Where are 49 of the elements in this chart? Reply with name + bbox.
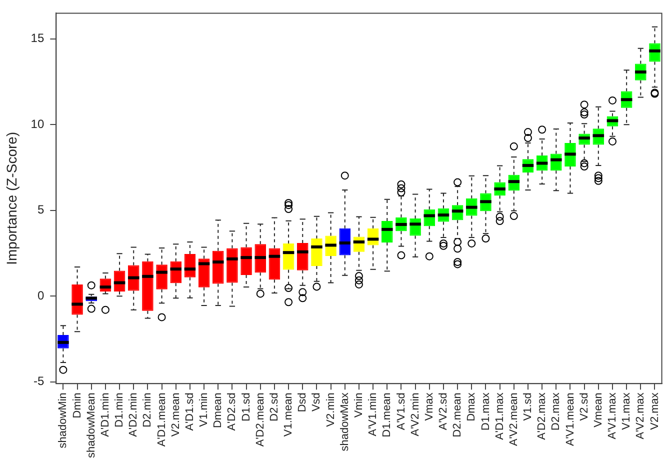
- x-tick-label: A'V2.min: [409, 392, 422, 436]
- y-tick-label: 0: [37, 288, 44, 302]
- x-tick-label: A'D1.mean: [156, 392, 168, 447]
- x-tick-label: Dmin: [71, 392, 84, 418]
- x-tick-label: V2.sd: [578, 392, 590, 421]
- x-tick-label: A'V1.min: [367, 392, 380, 436]
- x-tick-label: V2.max: [648, 392, 661, 430]
- x-tick-label: Vmean: [592, 392, 604, 428]
- x-tick-label: Dmean: [212, 392, 224, 428]
- x-tick-label: shadowMax: [338, 392, 351, 452]
- x-tick-label: Dsd: [296, 392, 309, 412]
- x-tick-label: shadowMean: [85, 392, 98, 458]
- y-axis-title: Importance (Z-Score): [3, 132, 20, 265]
- y-tick-label: 5: [37, 202, 44, 217]
- x-tick-label: A'V1.sd: [395, 392, 408, 430]
- x-tick-label: A'D2.min: [128, 392, 140, 437]
- x-tick-label: V2.min: [324, 392, 337, 427]
- x-tick-label: A'D2.max: [536, 392, 548, 440]
- x-tick-label: A'V2.sd: [438, 392, 450, 430]
- x-tick-label: V1.max: [620, 392, 633, 430]
- x-tick-label: Vsd: [310, 392, 323, 412]
- x-tick-label: A'D1.sd: [184, 392, 196, 431]
- x-tick-label: D1.sd: [240, 392, 252, 422]
- x-tick-label: A'V1.max: [606, 392, 619, 440]
- x-tick-label: D1.mean: [381, 392, 394, 438]
- x-tick-label: Vmax: [423, 392, 436, 421]
- x-tick-label: A'V2.max: [634, 392, 647, 440]
- x-tick-label: D2.sd: [268, 392, 280, 422]
- y-tick-label: -5: [33, 374, 44, 388]
- x-tick-label: D1.max: [480, 392, 492, 430]
- x-tick-label: A'V1.mean: [564, 392, 576, 446]
- x-tick-label: A'D1.min: [99, 392, 112, 437]
- x-tick-label: V1.sd: [522, 392, 534, 421]
- x-tick-label: Vmin: [352, 392, 365, 418]
- x-tick-label: V1.mean: [282, 392, 295, 437]
- x-tick-label: V1.min: [198, 392, 210, 427]
- y-tick-label: 10: [30, 116, 44, 131]
- x-tick-label: D2.min: [142, 392, 154, 428]
- x-tick-label: shadowMin: [57, 392, 70, 448]
- x-tick-label: D2.max: [550, 392, 562, 430]
- x-tick-label: D1.min: [114, 392, 126, 428]
- x-tick-label: A'D2.mean: [254, 392, 266, 447]
- x-tick-label: A'D2.sd: [226, 392, 238, 431]
- x-tick-label: V2.mean: [170, 392, 182, 437]
- x-tick-label: D2.mean: [452, 392, 464, 438]
- x-tick-label: A'V2.mean: [508, 392, 520, 446]
- x-tick-label: Dmax: [466, 392, 478, 422]
- y-tick-label: 15: [30, 31, 44, 46]
- x-tick-label: A'D1.max: [494, 392, 506, 440]
